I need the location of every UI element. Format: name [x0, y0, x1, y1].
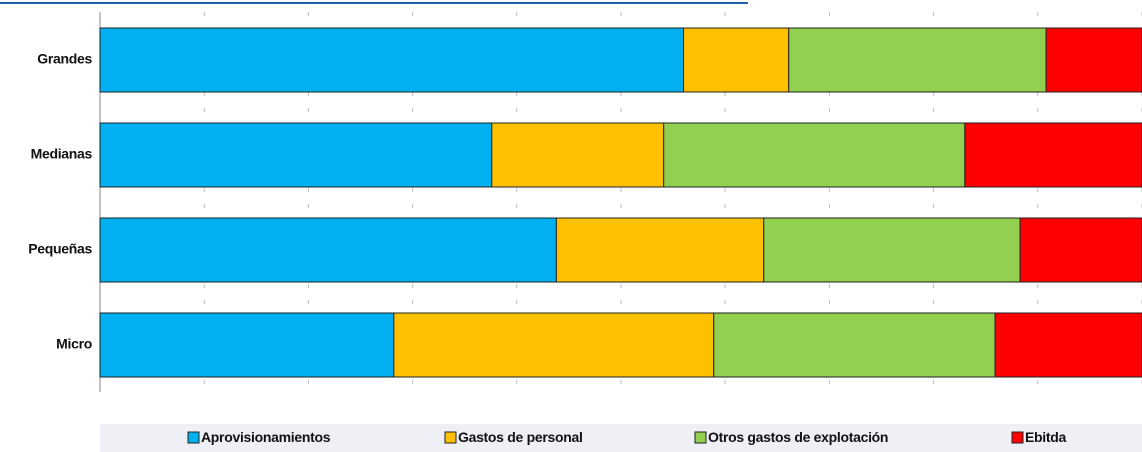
bar-segment — [763, 217, 1021, 283]
bar-segment — [555, 217, 765, 283]
legend-swatch — [694, 431, 707, 444]
bar-segment — [788, 27, 1047, 93]
y-tick-label: Grandes — [37, 51, 92, 67]
bar-segment — [99, 312, 395, 378]
legend-swatch — [187, 431, 200, 444]
y-tick-label: Pequeñas — [28, 241, 92, 257]
bar-segment — [99, 27, 685, 93]
legend-label: Gastos de personal — [458, 429, 583, 445]
legend-label: Aprovisionamientos — [201, 429, 331, 445]
bar-segment — [1045, 27, 1142, 93]
bar-segment — [99, 217, 557, 283]
bar-segment — [663, 122, 966, 188]
bar-segment — [964, 122, 1142, 188]
legend-swatch — [1011, 431, 1024, 444]
legend-label: Otros gastos de explotación — [708, 429, 888, 445]
legend-swatch — [444, 431, 457, 444]
y-tick-label: Medianas — [31, 146, 93, 162]
bar-segment — [99, 122, 493, 188]
bar-segment — [1019, 217, 1142, 283]
legend-label: Ebitda — [1025, 429, 1066, 445]
y-tick-label: Micro — [56, 336, 92, 352]
bar-segment — [713, 312, 996, 378]
bar-segment — [393, 312, 715, 378]
bar-segment — [491, 122, 665, 188]
legend-band — [100, 424, 1142, 452]
bar-segment — [683, 27, 790, 93]
bar-segment — [994, 312, 1142, 378]
